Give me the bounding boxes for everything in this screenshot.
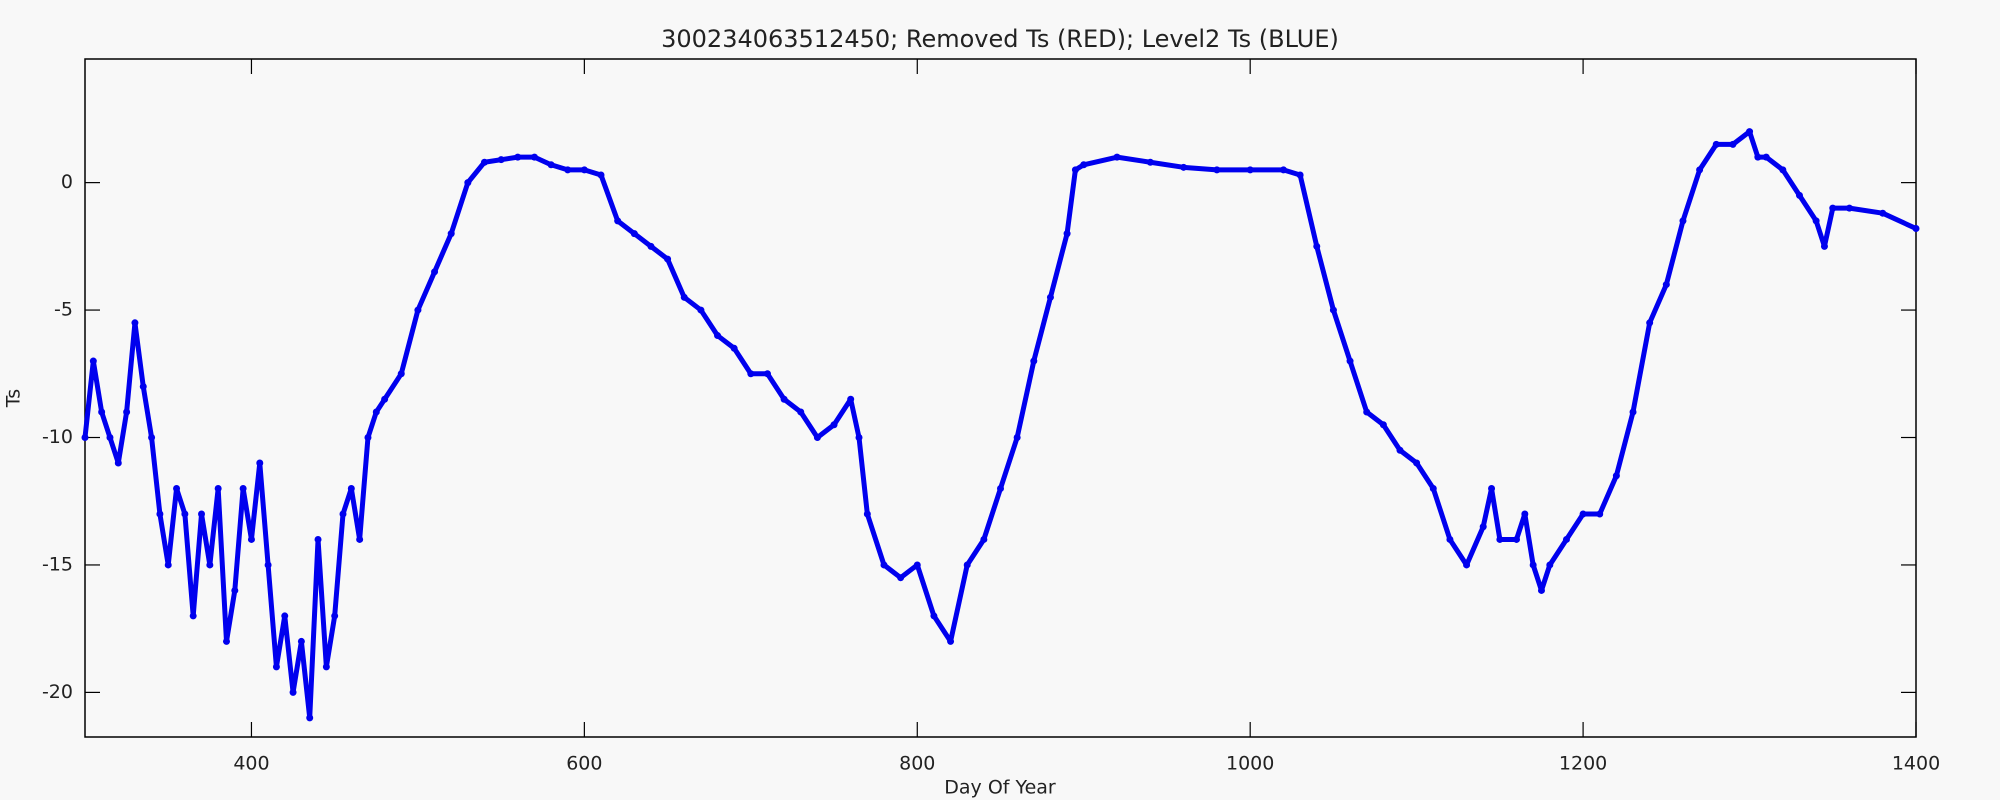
plot-frame	[84, 58, 1917, 738]
data-trace	[82, 129, 1918, 721]
y-tick-label: -5	[54, 299, 73, 321]
y-tick-label: -20	[42, 681, 73, 703]
x-tick-label: 1200	[1559, 753, 1607, 775]
y-axis-label: Ts	[3, 389, 25, 408]
y-tick-label: -10	[42, 426, 73, 448]
x-tick-label: 1400	[1892, 753, 1940, 775]
chart-title: 300234063512450; Removed Ts (RED); Level…	[661, 25, 1339, 53]
x-axis-label: Day Of Year	[944, 777, 1056, 799]
x-tick-label: 1000	[1226, 753, 1274, 775]
y-tick-label: -15	[42, 553, 73, 575]
x-tick-label: 800	[899, 753, 935, 775]
y-tick-label: 0	[61, 171, 73, 193]
x-tick-label: 600	[566, 753, 602, 775]
x-tick-label: 400	[233, 753, 269, 775]
